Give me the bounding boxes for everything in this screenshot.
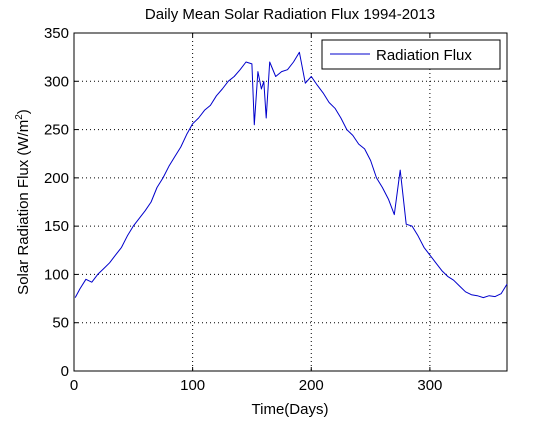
grid-layer [74,33,507,371]
y-tick-label: 200 [44,170,69,187]
y-axis-label-close: ) [15,109,32,114]
x-tick-label: 300 [417,377,442,394]
y-tick-label: 300 [44,73,69,90]
x-tick-label: 0 [70,377,78,394]
series-layer [74,51,508,299]
y-tick-label: 350 [44,25,69,42]
legend: Radiation Flux [321,39,501,70]
y-axis-label-superscript: 2 [14,114,25,120]
plot-area [73,32,508,372]
y-tick-label: 0 [61,363,69,380]
tick-layer: 0 100 200 300 0 50 100 150 200 250 300 350 [44,25,507,394]
chart-title: Daily Mean Solar Radiation Flux 1994-201… [145,6,435,23]
y-tick-label: 250 [44,122,69,139]
x-tick-label: 200 [299,377,324,394]
x-tick-label: 100 [180,377,205,394]
x-axis-label: Time(Days) [252,401,329,418]
y-tick-label: 50 [52,315,69,332]
legend-label: Radiation Flux [376,47,472,64]
y-tick-label: 100 [44,266,69,283]
series-line-0 [74,51,508,299]
y-axis-label-main: Solar Radiation Flux (W/m [15,120,32,295]
y-axis-label: Solar Radiation Flux (W/m2) [14,109,32,295]
y-tick-label: 150 [44,218,69,235]
